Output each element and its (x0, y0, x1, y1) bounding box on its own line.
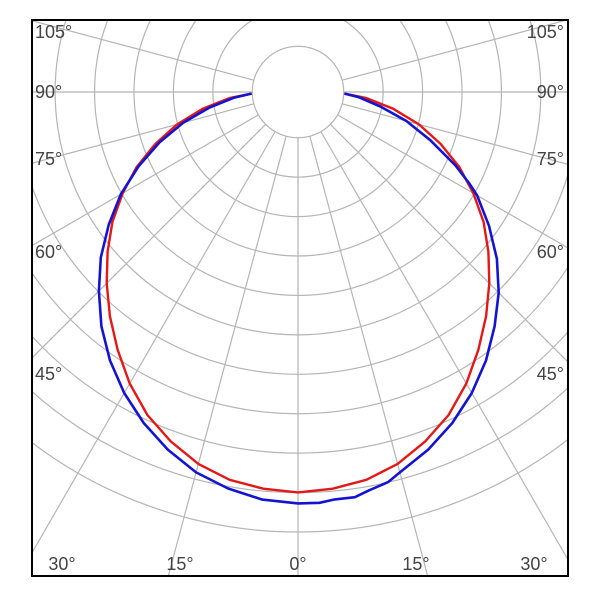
angle-label: 60° (35, 242, 62, 262)
angle-label: 60° (537, 242, 564, 262)
angle-label: 90° (537, 82, 564, 102)
series-plane-c90 (99, 94, 499, 504)
angle-label: 45° (35, 364, 62, 384)
angle-label: 15° (166, 554, 193, 574)
angle-label: 45° (537, 364, 564, 384)
angle-label: 30° (48, 554, 75, 574)
angle-label: 30° (520, 554, 547, 574)
angle-label: 105° (35, 22, 72, 42)
angle-label: 90° (35, 82, 62, 102)
polar-chart: 105° 90° 75° 60° 45° 105° 90° 75° 60° 45° 30° 15° 0°… (0, 0, 600, 600)
angle-label: 0° (289, 554, 306, 574)
angle-label: 105° (527, 22, 564, 42)
angle-label: 15° (402, 554, 429, 574)
angle-label: 75° (35, 149, 62, 169)
angle-label: 75° (537, 149, 564, 169)
